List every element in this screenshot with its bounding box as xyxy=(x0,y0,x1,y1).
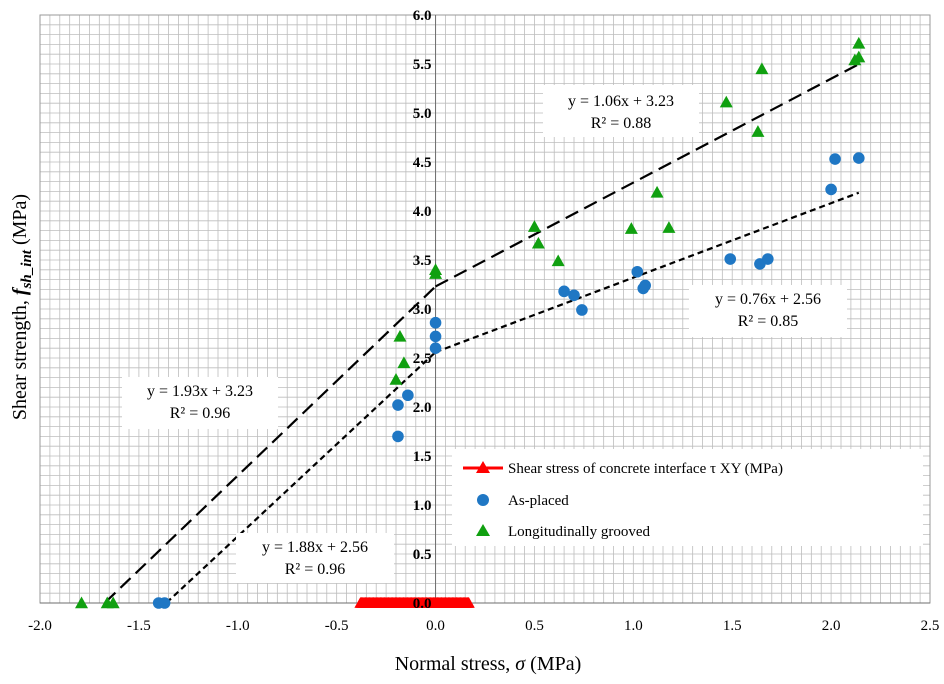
point-as-placed xyxy=(762,253,774,265)
point-as-placed xyxy=(429,342,442,355)
trendline xyxy=(435,191,860,354)
annotation-eq-4-line1: y = 1.88x + 2.56 xyxy=(262,539,368,556)
point-as-placed xyxy=(568,289,580,302)
point-longitudinally-grooved xyxy=(389,373,403,385)
y-tick-label: 0.5 xyxy=(413,547,432,563)
x-tick-label: 0.0 xyxy=(426,618,445,634)
annotation-eq-4-line2: R² = 0.96 xyxy=(285,561,346,578)
point-as-placed xyxy=(825,183,837,196)
annotation-eq-3: y = 1.93x + 3.23 R² = 0.96 xyxy=(122,377,278,429)
y-tick-label: 3.0 xyxy=(413,302,432,318)
point-longitudinally-grooved xyxy=(106,596,120,609)
annotation-eq-3-line1: y = 1.93x + 3.23 xyxy=(147,383,253,400)
point-longitudinally-grooved xyxy=(624,222,638,234)
tick-labels: -2.0 -1.5 -1.0 -0.5 0.0 0.5 1.0 1.5 2.0 2.5 0.0 0.5… xyxy=(28,8,939,634)
point-as-placed xyxy=(429,316,442,329)
point-longitudinally-grooved xyxy=(751,125,765,137)
x-axis-title: Normal stress, σ (MPa) xyxy=(395,653,582,675)
x-tick-label: 1.0 xyxy=(624,618,643,634)
point-shear-stress xyxy=(462,597,475,608)
x-tick-label: 0.5 xyxy=(525,618,544,634)
x-tick-label: 2.0 xyxy=(822,618,841,634)
data-points xyxy=(75,36,866,609)
point-as-placed xyxy=(429,330,442,343)
trendline xyxy=(435,63,860,288)
point-longitudinally-grooved xyxy=(75,596,89,609)
point-as-placed xyxy=(576,304,588,316)
y-tick-label: 1.5 xyxy=(413,449,432,465)
annotation-eq-3-line2: R² = 0.96 xyxy=(170,405,231,422)
annotation-eq-4: y = 1.88x + 2.56 R² = 0.96 xyxy=(236,533,394,583)
trendline xyxy=(104,285,437,604)
annotation-eq-2-line1: y = 0.76x + 2.56 xyxy=(715,291,821,308)
legend: Shear stress of concrete interface τ XY … xyxy=(452,449,923,546)
point-longitudinally-grooved xyxy=(429,263,443,275)
trendlines xyxy=(104,63,860,604)
y-tick-label: 5.5 xyxy=(413,57,432,73)
point-as-placed xyxy=(853,152,865,164)
point-longitudinally-grooved xyxy=(755,62,769,75)
annotation-eq-1-line1: y = 1.06x + 3.23 xyxy=(568,93,674,110)
y-tick-label: 1.0 xyxy=(413,498,432,514)
y-tick-label: 2.5 xyxy=(413,351,432,367)
point-as-placed xyxy=(631,265,644,278)
legend-triangle-icon-red xyxy=(476,461,490,473)
annotation-eq-2-line2: R² = 0.85 xyxy=(738,313,799,330)
point-as-placed xyxy=(724,253,737,265)
point-longitudinally-grooved xyxy=(397,356,411,369)
axes xyxy=(39,14,931,604)
y-tick-label: 6.0 xyxy=(413,8,432,24)
annotation-eq-1-line2: R² = 0.88 xyxy=(591,115,652,132)
y-tick-label: 2.0 xyxy=(413,400,432,416)
annotation-eq-2: y = 0.76x + 2.56 R² = 0.85 xyxy=(689,285,847,337)
trendline xyxy=(165,351,437,604)
point-longitudinally-grooved xyxy=(551,254,565,267)
point-longitudinally-grooved xyxy=(852,36,866,49)
point-longitudinally-grooved xyxy=(852,50,866,63)
y-tick-label: 4.5 xyxy=(413,155,432,171)
point-longitudinally-grooved xyxy=(650,185,664,198)
legend-triangle-icon-green xyxy=(476,524,490,536)
point-as-placed xyxy=(158,597,171,609)
x-tick-label: -1.0 xyxy=(226,618,250,634)
legend-item-shear-stress: Shear stress of concrete interface τ XY … xyxy=(508,461,783,477)
point-as-placed xyxy=(392,430,404,443)
point-as-placed xyxy=(829,153,841,165)
point-as-placed xyxy=(402,389,414,402)
y-tick-label: 5.0 xyxy=(413,106,432,122)
point-longitudinally-grooved xyxy=(662,221,676,233)
point-longitudinally-grooved xyxy=(393,329,407,342)
x-tick-label: 2.5 xyxy=(921,618,940,634)
annotation-eq-1: y = 1.06x + 3.23 R² = 0.88 xyxy=(543,85,699,137)
y-tick-label: 4.0 xyxy=(413,204,432,220)
legend-item-as-placed: As-placed xyxy=(508,493,569,509)
legend-circle-icon-blue xyxy=(477,494,489,506)
point-longitudinally-grooved xyxy=(527,220,541,232)
point-as-placed xyxy=(392,399,404,411)
legend-item-grooved: Longitudinally grooved xyxy=(508,524,651,540)
point-as-placed xyxy=(639,279,651,292)
x-tick-label: 1.5 xyxy=(723,618,742,634)
x-tick-label: -1.5 xyxy=(127,618,151,634)
x-tick-label: -0.5 xyxy=(325,618,349,634)
x-tick-label: -2.0 xyxy=(28,618,52,634)
y-tick-label: 3.5 xyxy=(413,253,432,269)
point-longitudinally-grooved xyxy=(531,236,545,249)
point-longitudinally-grooved xyxy=(719,95,733,108)
y-axis-title: Shear strength, fsh_int (MPa) xyxy=(9,194,35,420)
point-as-placed xyxy=(558,285,570,298)
y-tick-label: 0.0 xyxy=(413,596,432,612)
